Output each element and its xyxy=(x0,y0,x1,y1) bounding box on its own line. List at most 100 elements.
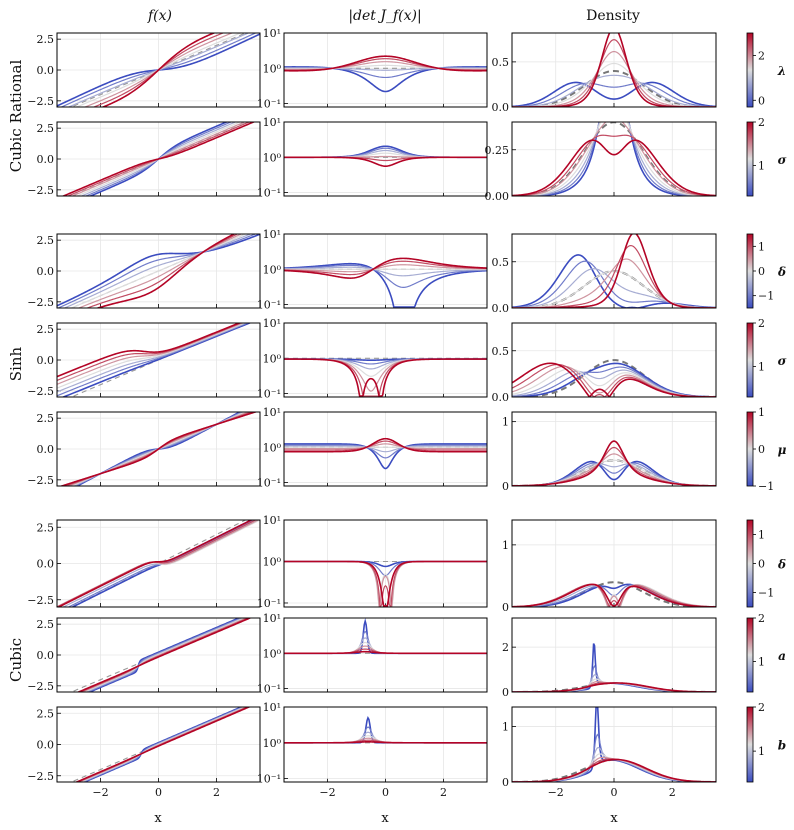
panel-r5-c2-ytick-label: 0 xyxy=(502,601,509,614)
series-curve-0 xyxy=(512,81,716,107)
colorbar-tick-label: 2 xyxy=(758,317,765,330)
panel-r0-c0-curves xyxy=(57,33,260,107)
panel-frame xyxy=(56,322,261,398)
series-curve-2 xyxy=(284,445,487,453)
series-curve-6 xyxy=(284,257,487,279)
panel-frame xyxy=(283,233,488,309)
colorbar-tick-label: 1 xyxy=(758,656,765,669)
series-curve-6 xyxy=(512,583,716,607)
group-label-cubic: Cubic xyxy=(7,638,25,682)
panel-r0-c1-ytick-label: 10⁻¹ xyxy=(257,98,281,111)
panel-r7-c2-ytick-label: 0 xyxy=(502,776,509,789)
panel-r7-c2-xtick-label: 2 xyxy=(669,786,676,799)
series-curve-3 xyxy=(512,62,716,107)
series-curve-4 xyxy=(57,323,245,385)
panel-r1-c2-ytick-label: 0.25 xyxy=(485,144,510,157)
panel-frame xyxy=(511,617,717,693)
series-curve-6 xyxy=(74,707,251,782)
panel-r2-c2-ytick-label: 0.5 xyxy=(492,256,510,269)
series-curve-6 xyxy=(284,358,487,397)
panel-r1-c1-ytick-label: 10¹ xyxy=(263,116,281,129)
panel-r7-c1-ytick-label: 10⁰ xyxy=(263,737,282,750)
colorbar-param-label: λ xyxy=(777,64,786,78)
colorbar-r6: 1 2 a xyxy=(746,612,786,693)
panel-r4-c0: −2.5 0.0 2.5 xyxy=(27,411,261,487)
colorbar-tick-label: 0 xyxy=(758,94,765,107)
series-curve-1 xyxy=(284,264,487,288)
panel-r7-c1-curves xyxy=(284,715,487,744)
colorbar-r3: 1 2 σ xyxy=(746,317,787,398)
series-curve-5 xyxy=(512,134,716,196)
panel-r6-c1-ytick-label: 10⁰ xyxy=(263,647,282,660)
group-label-sinh: Sinh xyxy=(7,346,25,381)
colorbar-tick-label: 1 xyxy=(758,406,765,419)
panel-r6-c2-ytick-label: 2 xyxy=(502,641,509,654)
group-label-cubic-rational: Cubic Rational xyxy=(7,60,25,173)
colorbar-param-label: a xyxy=(778,649,786,663)
series-curve-2 xyxy=(512,74,716,107)
panel-r2-c1-curves xyxy=(284,257,487,308)
series-curve-4 xyxy=(80,618,248,692)
panel-frame xyxy=(511,519,717,608)
colorbar-r0: 0 2λ xyxy=(746,32,786,108)
colorbar-tick-label: 2 xyxy=(758,49,765,62)
series-curve-4 xyxy=(77,234,243,308)
series-curve-5 xyxy=(284,440,487,451)
colorbar-tick-label: −1 xyxy=(758,290,774,303)
colorbar-gradient xyxy=(746,233,754,309)
panel-frame xyxy=(56,617,261,693)
panel-r3-c1-ytick-label: 10⁻¹ xyxy=(257,388,281,401)
col-title-density: Density xyxy=(586,8,640,24)
series-curve-2 xyxy=(63,234,252,308)
col-title-jacobian: |det J_f(x)| xyxy=(348,8,421,24)
row-group-labels: Cubic Rational Sinh Cubic xyxy=(7,60,25,682)
panel-r6-c0-ytick-label: −2.5 xyxy=(27,680,54,693)
panel-r7-c0-xtick-label: 2 xyxy=(213,786,220,799)
panel-r5-c0-ytick-label: 2.5 xyxy=(37,521,55,534)
panel-r0-c1-ytick-label: 10⁰ xyxy=(263,62,282,75)
panel-r3-c0: −2.5 0.0 2.5 xyxy=(27,322,261,398)
colorbar-tick-label: 2 xyxy=(758,116,765,129)
series-curve-6 xyxy=(284,437,487,453)
panel-r0-c0-axes: −2.5 0.0 2.5 xyxy=(27,33,260,108)
x-axis-label-density: x xyxy=(610,811,618,826)
series-curve-6 xyxy=(61,122,256,196)
panel-r1-c1-curves xyxy=(284,145,487,167)
series-curve-4 xyxy=(284,264,487,273)
col-title-fx: f(x) xyxy=(147,8,172,24)
panel-r4-c0-ytick-label: −2.5 xyxy=(27,474,54,487)
panel-r4-c1: 10⁻¹ 10⁰ 10¹ xyxy=(257,406,488,490)
panel-r3-c0-ytick-label: −2.5 xyxy=(27,385,54,398)
panel-r0-c2-ytick-label: 0.0 xyxy=(492,101,510,114)
panel-frame xyxy=(283,322,488,398)
colorbar-param-label: b xyxy=(778,739,786,753)
series-curve-1 xyxy=(57,234,257,308)
panel-r1-c0: −2.5 0.0 2.5 xyxy=(27,121,261,197)
panel-r0-c0-ytick-label: 2.5 xyxy=(37,33,55,46)
panel-r0-c1: 10⁻¹ 10⁰ 10¹ xyxy=(257,27,488,111)
panel-r7-c0-ytick-label: 0.0 xyxy=(37,739,55,752)
panel-r1-c0-ytick-label: −2.5 xyxy=(27,184,54,197)
colorbar-tick-label: −1 xyxy=(758,480,774,493)
series-curve-1 xyxy=(512,122,716,196)
colorbar-r7: 1 2 b xyxy=(746,701,786,783)
panel-r0-c2: 0.0 0.5 xyxy=(492,32,717,114)
colorbar-tick-label: −1 xyxy=(758,587,774,600)
colorbar-tick-label: 1 xyxy=(758,240,765,253)
colorbar-r2: −1 0 1δ xyxy=(746,233,786,309)
panel-r7-c0-ytick-label: 2.5 xyxy=(37,707,55,720)
colorbar-r4: −1 0 1 μ xyxy=(746,406,787,493)
panel-r6-c0-ytick-label: 2.5 xyxy=(37,618,55,631)
panel-r7-c2-curves xyxy=(512,707,716,782)
panel-r4-c2-curves xyxy=(512,440,716,486)
series-curve-5 xyxy=(284,260,487,276)
panel-frame xyxy=(511,411,717,487)
panel-r5-c1: 10⁻¹ 10⁰ 10¹ xyxy=(257,514,488,610)
panel-r7-c1-ytick-label: 10¹ xyxy=(263,701,281,714)
panel-r2-c0: −2.5 0.0 2.5 xyxy=(27,233,261,309)
panel-r2-c1-ytick-label: 10⁻¹ xyxy=(257,299,281,312)
panel-r7-c1-xtick-label: −2 xyxy=(319,786,335,799)
colorbar-tick-label: 1 xyxy=(758,160,765,173)
panel-r3-c2-ytick-label: 0.5 xyxy=(492,345,510,358)
